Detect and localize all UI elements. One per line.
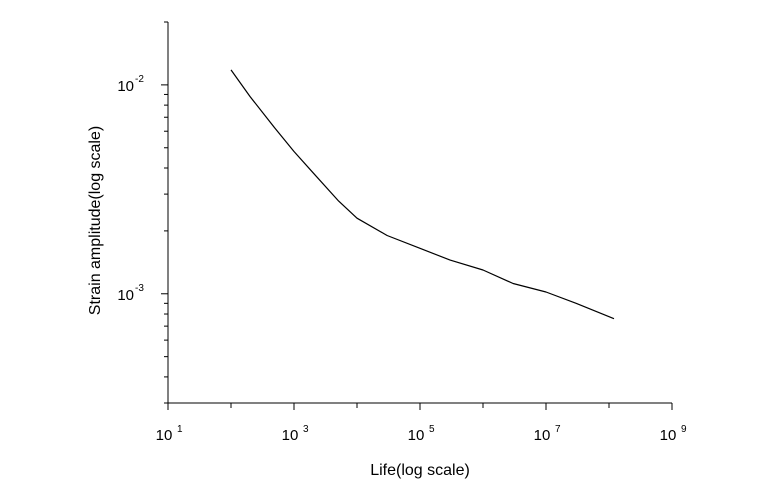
y-tick-base: 10 bbox=[117, 287, 134, 304]
x-tick-exponent: 1 bbox=[177, 424, 183, 435]
x-tick-base: 10 bbox=[156, 427, 173, 444]
x-tick-base: 10 bbox=[282, 427, 299, 444]
y-tick-base: 10 bbox=[117, 78, 134, 95]
x-tick-label: 10 1 bbox=[156, 424, 183, 444]
y-axis-label: Strain amplitude(log scale) bbox=[87, 126, 104, 315]
x-tick-base: 10 bbox=[660, 427, 677, 444]
x-tick-exponent: 5 bbox=[429, 424, 435, 435]
series-line-0 bbox=[230, 69, 615, 320]
x-tick-exponent: 9 bbox=[681, 424, 687, 435]
x-tick-label: 10 7 bbox=[534, 424, 561, 444]
tick-labels: 10 1 10 3 10 5 10 7 10 910 -210 -3 bbox=[117, 74, 687, 444]
x-tick-label: 10 5 bbox=[408, 424, 435, 444]
x-tick-label: 10 3 bbox=[282, 424, 309, 444]
x-tick-label: 10 9 bbox=[660, 424, 687, 444]
y-tick-label: 10 -3 bbox=[117, 283, 144, 304]
x-tick-exponent: 7 bbox=[555, 424, 561, 435]
x-tick-base: 10 bbox=[534, 427, 551, 444]
y-tick-label: 10 -2 bbox=[117, 74, 144, 95]
y-tick-exponent: -2 bbox=[135, 74, 144, 85]
x-tick-exponent: 3 bbox=[303, 424, 309, 435]
axes bbox=[167, 22, 672, 404]
x-tick-base: 10 bbox=[408, 427, 425, 444]
y-tick-exponent: -3 bbox=[135, 283, 144, 294]
x-axis-label: Life(log scale) bbox=[370, 462, 470, 479]
tick-marks bbox=[161, 21, 673, 410]
series-group bbox=[230, 69, 615, 320]
